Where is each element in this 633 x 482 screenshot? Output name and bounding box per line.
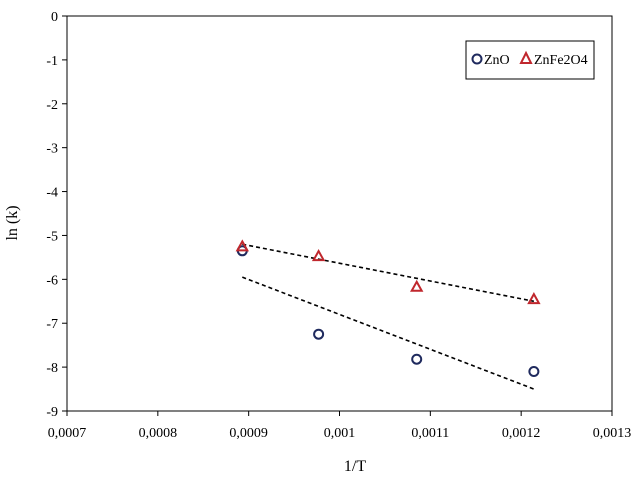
y-tick-label: -1 bbox=[46, 54, 58, 69]
data-point-zno bbox=[411, 353, 423, 365]
y-tick-label: -8 bbox=[46, 361, 58, 376]
y-tick-label: -3 bbox=[46, 142, 58, 157]
data-point-znfe2o4 bbox=[235, 239, 250, 252]
y-axis-title: ln (k) bbox=[4, 205, 21, 240]
legend: ZnO ZnFe2O4 bbox=[465, 40, 595, 80]
y-tick-label: 0 bbox=[51, 10, 58, 25]
legend-label-znfe2o4: ZnFe2O4 bbox=[534, 53, 588, 68]
data-point-znfe2o4 bbox=[311, 249, 326, 262]
x-tick-label: 0,0011 bbox=[411, 426, 449, 441]
legend-marker-zno bbox=[471, 53, 483, 65]
y-tick-label: -5 bbox=[46, 229, 58, 244]
data-points bbox=[235, 239, 541, 377]
x-tick-label: 0,0013 bbox=[593, 426, 632, 441]
data-point-znfe2o4 bbox=[527, 292, 541, 305]
data-point-znfe2o4 bbox=[410, 279, 424, 292]
y-tick-label: -9 bbox=[46, 405, 58, 420]
y-tick-label: -4 bbox=[46, 186, 58, 201]
data-point-zno bbox=[528, 366, 540, 377]
legend-marker-znfe2o4 bbox=[519, 50, 533, 64]
x-tick-label: 0,0008 bbox=[139, 426, 178, 441]
x-tick-label: 0,0009 bbox=[229, 426, 268, 441]
y-axis-ticks: 0 -1 -2 -3 -4 -5 -6 -7 -8 -9 bbox=[46, 10, 67, 420]
y-tick-label: -7 bbox=[46, 317, 58, 332]
trendline-znfe2o4 bbox=[242, 243, 535, 303]
x-axis-title: 1/T bbox=[344, 458, 366, 475]
y-tick-label: -2 bbox=[46, 98, 58, 113]
data-point-zno bbox=[313, 328, 325, 340]
legend-label-zno: ZnO bbox=[484, 53, 510, 68]
x-tick-label: 0,0012 bbox=[502, 426, 541, 441]
trendlines bbox=[242, 243, 535, 390]
x-tick-label: 0,001 bbox=[324, 426, 356, 441]
x-axis-ticks: 0,0007 0,0008 0,0009 0,001 0,0011 0,0012 0,001… bbox=[48, 411, 632, 441]
trendline-zno bbox=[242, 276, 535, 390]
y-tick-label: -6 bbox=[46, 273, 58, 288]
x-tick-label: 0,0007 bbox=[48, 426, 87, 441]
